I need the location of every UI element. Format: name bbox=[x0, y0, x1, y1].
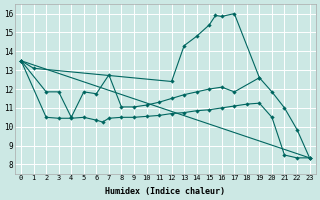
X-axis label: Humidex (Indice chaleur): Humidex (Indice chaleur) bbox=[105, 187, 225, 196]
